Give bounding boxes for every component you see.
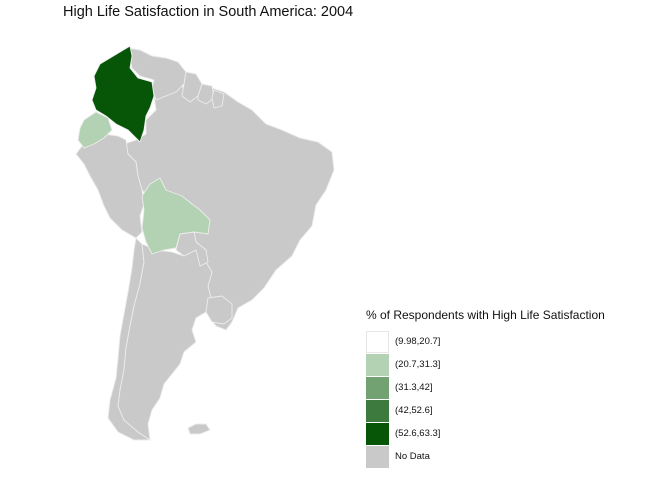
map-title: High Life Satisfaction in South America:…	[63, 4, 354, 20]
legend-item: (31.3,42]	[366, 376, 605, 399]
legend-label: (42,52.6]	[395, 405, 433, 416]
legend-item: (52.6,63.3]	[366, 422, 605, 445]
legend-label: (9.98,20.7]	[395, 336, 441, 347]
legend-label: (52.6,63.3]	[395, 428, 441, 439]
region-ecuador	[77, 111, 113, 149]
legend-swatch	[366, 445, 389, 468]
legend: % of Respondents with High Life Satisfac…	[366, 308, 605, 468]
region-argentina	[117, 243, 213, 441]
legend-swatch	[366, 422, 389, 445]
legend-item: (42,52.6]	[366, 399, 605, 422]
region-venezuela	[127, 47, 187, 101]
region-falklands	[187, 423, 211, 435]
legend-swatch	[366, 353, 389, 376]
region-suriname	[197, 83, 215, 105]
legend-label: No Data	[395, 451, 430, 462]
region-bolivia	[141, 177, 211, 255]
legend-swatch	[366, 376, 389, 399]
region-uruguay	[205, 295, 233, 325]
legend-swatch	[366, 330, 389, 353]
region-peru	[75, 133, 145, 239]
legend-label: (31.3,42]	[395, 382, 433, 393]
legend-item: (9.98,20.7]	[366, 330, 605, 353]
region-guyana	[181, 71, 203, 103]
legend-label: (20.7,31.3]	[395, 359, 441, 370]
legend-item: (20.7,31.3]	[366, 353, 605, 376]
legend-swatch	[366, 399, 389, 422]
region-colombia	[91, 45, 155, 143]
legend-item: No Data	[366, 445, 605, 468]
region-french-guiana	[211, 89, 225, 109]
region-paraguay	[175, 231, 209, 267]
legend-title: % of Respondents with High Life Satisfac…	[366, 308, 605, 322]
